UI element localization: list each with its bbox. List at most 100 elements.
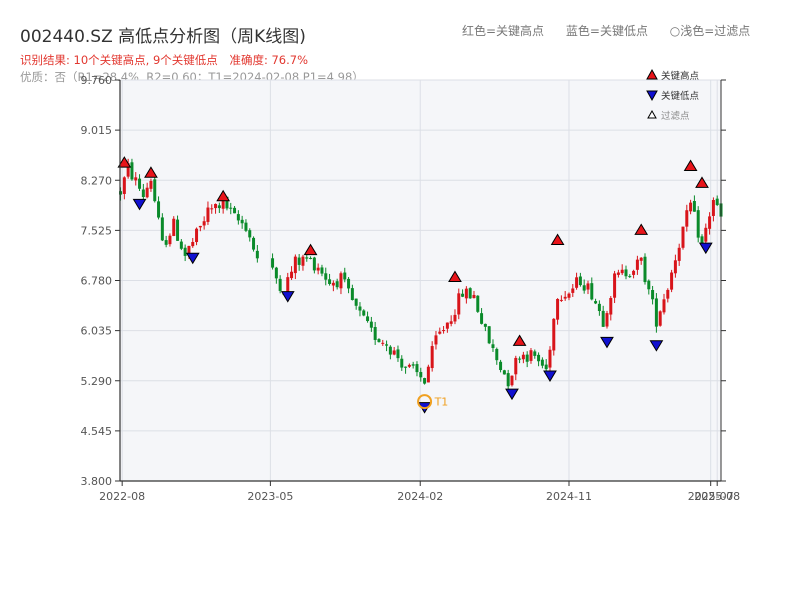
- candle-body: [362, 310, 366, 316]
- grid-lines: [120, 79, 721, 482]
- candles-layer: [119, 158, 723, 392]
- candle-body: [164, 240, 168, 245]
- candle-body: [563, 296, 567, 299]
- y-tick-label: 8.270: [81, 174, 113, 187]
- candle-body: [324, 273, 328, 280]
- legend: 关键高点 关键低点 过滤点: [645, 65, 699, 125]
- legend-label-low: 关键低点: [661, 91, 700, 102]
- legend-item-filtered: 过滤点: [645, 105, 699, 125]
- candle-body: [122, 177, 126, 194]
- t1-label: T1: [434, 396, 449, 409]
- candle-body: [582, 285, 586, 291]
- candle-body: [229, 207, 233, 209]
- candle-body: [149, 180, 153, 189]
- candle-body: [616, 272, 620, 275]
- candle-body: [426, 366, 430, 383]
- candle-body: [654, 298, 658, 327]
- candle-body: [168, 235, 172, 245]
- candle-body: [195, 228, 199, 243]
- candle-body: [658, 311, 662, 326]
- candle-body: [521, 354, 525, 360]
- x-tick-label: 2025-07: [688, 490, 734, 503]
- candle-body: [369, 321, 373, 328]
- candle-body: [491, 344, 495, 349]
- candle-body: [487, 326, 491, 344]
- legend-item-high: 关键高点: [645, 65, 699, 85]
- candle-body: [339, 273, 343, 289]
- candle-body: [548, 349, 552, 368]
- key-high-marker: [695, 176, 709, 188]
- candle-body: [225, 196, 229, 209]
- candle-body: [179, 241, 183, 249]
- candle-body: [472, 294, 476, 299]
- x-tick-label: 2022-08: [99, 490, 145, 503]
- candle-body: [130, 162, 134, 180]
- candle-body: [529, 350, 533, 361]
- candle-body: [552, 318, 556, 351]
- candle-body: [160, 217, 164, 241]
- key-low-marker: [649, 340, 664, 352]
- candle-body: [533, 351, 537, 356]
- candle-body: [499, 361, 503, 371]
- candle-body: [632, 270, 636, 275]
- candle-body: [388, 346, 392, 355]
- candle-body: [423, 378, 427, 384]
- candle-body: [537, 354, 541, 362]
- legend-label-filtered: 过滤点: [661, 111, 690, 122]
- key-low-marker: [505, 388, 519, 401]
- candle-body: [438, 331, 442, 334]
- candle-body: [138, 178, 142, 189]
- candle-body: [126, 163, 130, 177]
- candle-body: [449, 321, 453, 324]
- candle-body: [343, 272, 347, 280]
- candle-body: [461, 293, 465, 297]
- candle-body: [430, 346, 434, 369]
- candle-body: [286, 277, 290, 294]
- candle-body: [510, 375, 514, 386]
- candle-body: [544, 364, 548, 370]
- blue-down-triangle-icon: [646, 90, 658, 102]
- candle-body: [301, 256, 305, 266]
- key-low-marker: [543, 370, 557, 382]
- candle-body: [381, 342, 385, 344]
- candle-body: [578, 276, 582, 286]
- candle-body: [518, 358, 522, 360]
- y-tick-label: 9.015: [81, 124, 113, 137]
- candle-body: [214, 203, 218, 209]
- x-tick-label: 2024-02: [397, 490, 443, 503]
- candle-body: [411, 364, 415, 366]
- candle-body: [613, 273, 617, 298]
- key-low-marker: [600, 336, 614, 349]
- color-note: 红色=关键高点 蓝色=关键低点 ○浅色=过滤点: [462, 22, 768, 39]
- candle-body: [320, 267, 324, 274]
- candle-body: [476, 295, 480, 312]
- key-high-marker: [303, 243, 318, 256]
- candle-body: [525, 354, 529, 362]
- candle-body: [134, 177, 138, 181]
- candle-body: [354, 298, 358, 306]
- candle-body: [217, 205, 221, 209]
- key-low-marker: [185, 252, 200, 265]
- candle-body: [407, 364, 411, 367]
- candle-body: [316, 267, 320, 271]
- candle-body: [392, 350, 396, 355]
- candle-body: [594, 301, 598, 304]
- candle-body: [358, 306, 362, 311]
- candle-body: [609, 297, 613, 315]
- result-summary: 识别结果: 10个关键高点, 9个关键低点: [20, 53, 218, 67]
- candle-body: [468, 288, 472, 299]
- candle-body: [575, 277, 579, 288]
- candle-body: [305, 257, 309, 259]
- candle-body: [191, 241, 195, 247]
- candle-body: [685, 210, 689, 227]
- candle-body: [715, 198, 719, 206]
- candle-body: [651, 290, 655, 300]
- candle-body: [290, 271, 294, 279]
- x-tick-label: 2025-08: [694, 490, 740, 503]
- candle-body: [328, 279, 332, 284]
- y-tick-label: 6.035: [81, 325, 113, 338]
- candle-body: [647, 280, 651, 290]
- candle-body: [453, 314, 457, 322]
- candle-body: [271, 258, 275, 268]
